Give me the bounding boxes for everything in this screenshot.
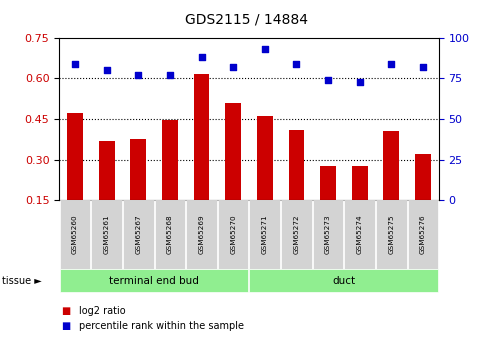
Text: GSM65270: GSM65270 <box>230 215 236 254</box>
Text: GSM65274: GSM65274 <box>356 215 363 254</box>
Point <box>356 79 364 85</box>
Text: GSM65276: GSM65276 <box>420 215 426 254</box>
Text: GDS2115 / 14884: GDS2115 / 14884 <box>185 12 308 26</box>
Point <box>292 61 300 67</box>
Bar <box>384 131 399 200</box>
Bar <box>194 73 210 200</box>
Bar <box>320 166 336 200</box>
Point <box>103 68 110 73</box>
Text: ■: ■ <box>62 322 71 331</box>
Bar <box>67 113 83 200</box>
Bar <box>415 154 431 200</box>
Text: GSM65269: GSM65269 <box>199 215 205 254</box>
Bar <box>352 166 368 200</box>
Text: tissue ►: tissue ► <box>2 276 42 286</box>
Point <box>134 72 142 78</box>
Bar <box>130 139 146 200</box>
Bar <box>162 120 178 200</box>
Text: GSM65267: GSM65267 <box>135 215 141 254</box>
Bar <box>99 141 114 200</box>
Bar <box>257 116 273 200</box>
Point <box>419 65 427 70</box>
Bar <box>225 104 241 200</box>
Text: GSM65272: GSM65272 <box>293 215 299 254</box>
Text: GSM65261: GSM65261 <box>104 215 109 254</box>
Text: GSM65275: GSM65275 <box>388 215 394 254</box>
Text: percentile rank within the sample: percentile rank within the sample <box>79 322 244 331</box>
Text: duct: duct <box>332 276 355 286</box>
Text: GSM65271: GSM65271 <box>262 215 268 254</box>
Text: log2 ratio: log2 ratio <box>79 306 126 316</box>
Point <box>71 61 79 67</box>
Point <box>387 61 395 67</box>
Text: GSM65260: GSM65260 <box>72 215 78 254</box>
Text: ■: ■ <box>62 306 71 316</box>
Point <box>324 77 332 83</box>
Text: GSM65268: GSM65268 <box>167 215 173 254</box>
Text: GSM65273: GSM65273 <box>325 215 331 254</box>
Point <box>261 47 269 52</box>
Bar <box>288 130 304 200</box>
Point <box>166 72 174 78</box>
Point <box>198 55 206 60</box>
Text: terminal end bud: terminal end bud <box>109 276 199 286</box>
Point <box>229 65 237 70</box>
